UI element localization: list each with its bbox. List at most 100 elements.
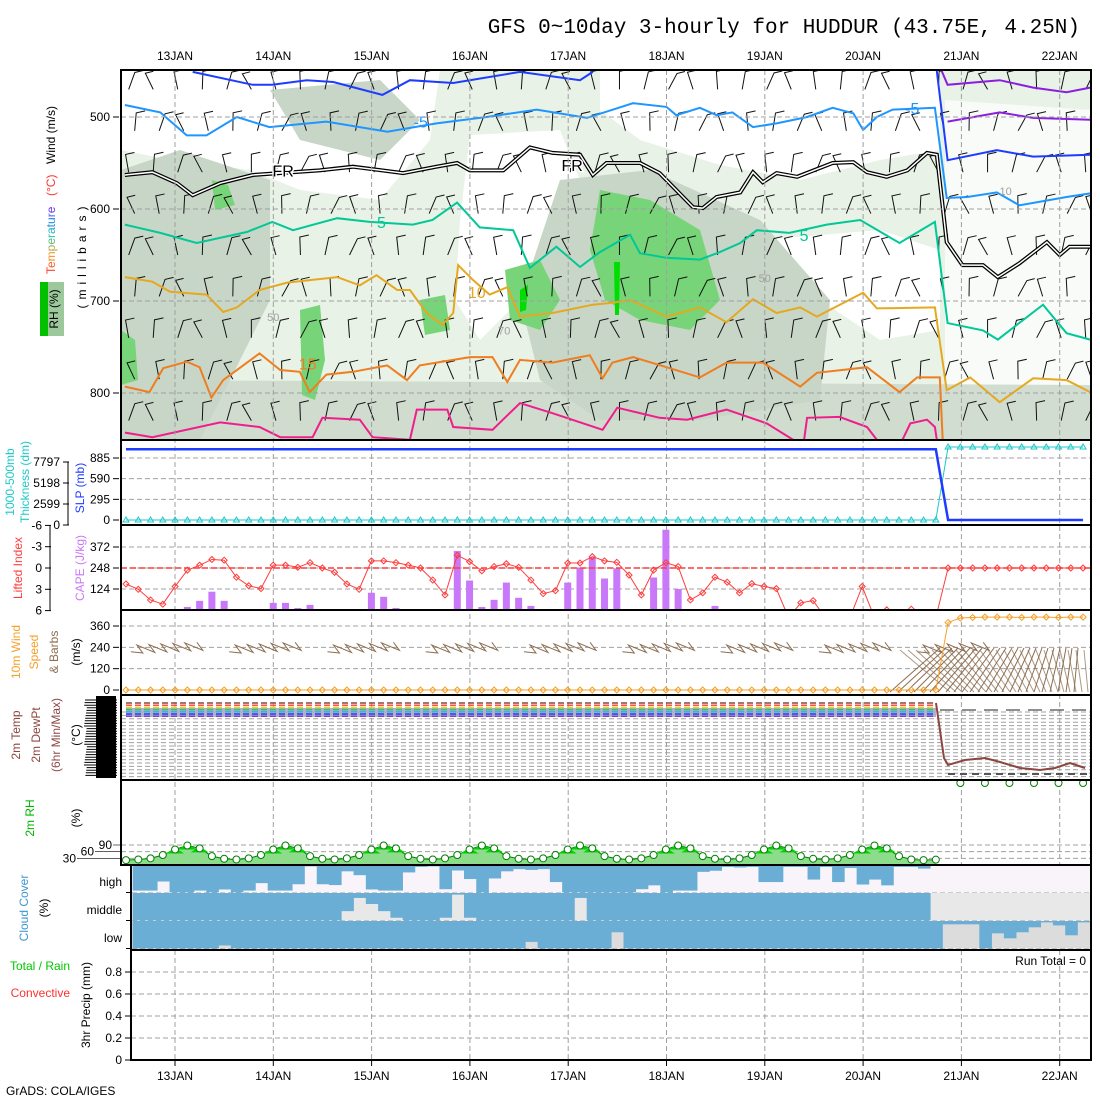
li-marker	[490, 562, 498, 571]
cloud-high-bar	[844, 865, 857, 869]
wind-barb	[1085, 77, 1091, 90]
wind-barb	[300, 111, 310, 131]
wind-barb	[512, 319, 522, 339]
cloud-low-bar	[329, 921, 342, 949]
cloud-low-bar	[758, 921, 772, 949]
li-marker	[698, 589, 707, 597]
cape-li-plot	[121, 529, 1091, 610]
precip-title-label: 3hr Precip (mm)	[79, 962, 93, 1048]
axis-tick-label: 0.2	[105, 1031, 122, 1045]
wind-barb	[542, 195, 553, 214]
wind-barb	[124, 317, 135, 338]
cloud-low-bar	[611, 921, 624, 933]
wind-barbs	[124, 70, 1091, 421]
wind-barb	[422, 400, 435, 421]
cloud-high-bar	[868, 865, 882, 880]
contour-label: 5	[377, 215, 386, 232]
contour-label: 15	[299, 357, 317, 374]
wind-barb	[397, 111, 407, 131]
bottom-date-label: 21JAN	[943, 1069, 979, 1083]
axis-tick-label: 372	[90, 540, 110, 554]
wind-barb	[765, 359, 775, 380]
cloud-middle-bar	[316, 893, 330, 921]
10m-wind-barb	[1027, 649, 1047, 693]
li-marker	[662, 558, 670, 567]
cloud-high-bar	[353, 865, 367, 876]
axis-tick-label: 5198	[33, 476, 60, 490]
wind-barb	[324, 400, 338, 421]
wind-barb	[968, 275, 979, 297]
wind-barb	[832, 318, 842, 339]
rh2m-marker	[465, 845, 474, 854]
cloud-low-bar	[807, 921, 821, 949]
rh2m-marker	[281, 841, 290, 850]
wind-barb	[962, 235, 977, 256]
rh2m-marker	[772, 841, 781, 850]
cloud-low-bar	[132, 921, 146, 949]
axis-tick-label: 885	[90, 451, 110, 465]
rh2m-marker	[134, 855, 143, 864]
cloud-low-bar	[721, 921, 735, 949]
wind-barb	[477, 277, 494, 297]
cloud-low-bar	[881, 921, 894, 949]
top-date-label: 22JAN	[1042, 49, 1078, 63]
li-marker	[478, 567, 486, 575]
wind-barb	[845, 194, 862, 214]
wind-barb	[422, 234, 435, 256]
wind-barb	[523, 110, 533, 131]
rh2m-marker	[490, 844, 499, 853]
10m-wind-barb	[229, 641, 303, 654]
wind-barb	[735, 318, 745, 338]
li-marker	[416, 564, 425, 572]
wind-barb	[232, 110, 243, 131]
wind-barb	[502, 358, 514, 380]
wind-barb	[674, 276, 688, 297]
cloud-middle-bar	[868, 893, 882, 921]
rh2m-marker	[404, 852, 413, 861]
rh2m-marker	[563, 845, 572, 854]
cloud-low-bar	[1040, 921, 1054, 923]
wind-barb	[124, 151, 135, 173]
axis-tick-label: 360	[90, 619, 110, 633]
top-date-label: 15JAN	[354, 49, 390, 63]
rh2m-marker	[612, 854, 621, 863]
top-date-label: 14JAN	[255, 49, 291, 63]
wind-barb	[944, 193, 959, 214]
cloud-high-bar	[132, 865, 146, 891]
rh2m-marker	[661, 845, 670, 854]
cloud-low-bar	[770, 921, 784, 949]
cloud-low-bar	[697, 921, 710, 949]
cloud-low-bar	[819, 921, 833, 949]
cloud-low-bar	[832, 921, 845, 949]
axis-tick-label: 124	[90, 582, 110, 596]
10m-wind-barb	[1003, 649, 1029, 693]
panel-frame-precip	[130, 949, 1092, 1061]
wind-barb	[618, 400, 629, 421]
rh2m-marker	[870, 841, 879, 850]
wind-barb	[638, 318, 648, 338]
cloud-middle-bar	[218, 893, 232, 921]
axis-tick-label: 600	[90, 202, 110, 216]
wind-barb	[241, 236, 252, 256]
cloud-middle-bar	[476, 893, 489, 921]
wind-barb	[1017, 193, 1027, 214]
cloud-middle-bar	[365, 893, 379, 904]
cape-bar	[674, 589, 682, 610]
wind-barb	[226, 235, 241, 256]
wind-barb	[1035, 400, 1046, 421]
wind-barb	[821, 358, 834, 380]
cloud-middle-bar	[463, 893, 477, 918]
wind-barb	[766, 70, 783, 90]
cloud-middle-bar	[635, 893, 649, 921]
li-marker	[318, 564, 327, 572]
li-marker	[244, 582, 253, 590]
cloud-low-bar	[868, 921, 882, 949]
cloud-middle-bar	[304, 893, 318, 921]
cloud-high-bar	[157, 865, 170, 882]
wind-barb	[888, 317, 900, 338]
cloud-low-bar	[304, 921, 318, 949]
10m-wind-barb	[1057, 647, 1067, 693]
rh2m-marker	[207, 852, 216, 861]
wind-barb	[300, 153, 317, 173]
